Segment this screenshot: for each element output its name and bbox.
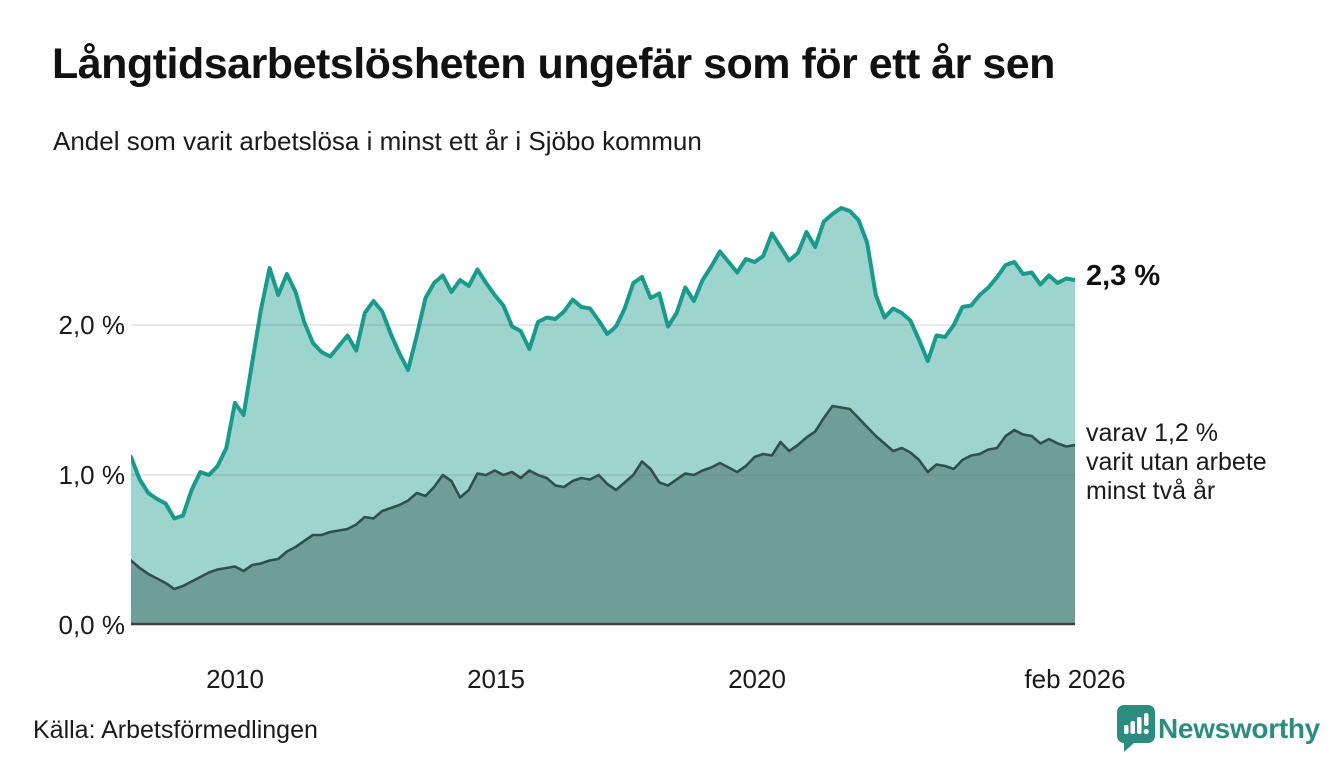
page-subtitle: Andel som varit arbetslösa i minst ett å… bbox=[53, 126, 702, 156]
y-axis-tick-0: 0,0 % bbox=[58, 610, 126, 640]
series-line-0 bbox=[131, 206, 1075, 521]
x-axis-tick-feb-2026: feb 2026 bbox=[1024, 664, 1126, 694]
annotation-line-2: varit utan arbete bbox=[1086, 448, 1267, 476]
newsworthy-logo-text: Newsworthy bbox=[1158, 713, 1320, 744]
x-axis-tick-2015: 2015 bbox=[467, 664, 525, 694]
y-axis-tick-1: 1,0 % bbox=[58, 460, 126, 490]
x-axis-tick-2020: 2020 bbox=[728, 664, 786, 694]
source-attribution: Källa: Arbetsförmedlingen bbox=[33, 716, 318, 744]
newsworthy-logo-icon bbox=[1117, 705, 1155, 752]
series-total-end-label: 2,3 % bbox=[1086, 260, 1161, 292]
annotation-line-1: varav 1,2 % bbox=[1086, 419, 1219, 447]
y-axis-tick-2: 2,0 % bbox=[58, 310, 126, 340]
series-area-1 bbox=[131, 406, 1075, 625]
page-title: Långtidsarbetslösheten ungefär som för e… bbox=[52, 40, 1055, 88]
area-chart-plot bbox=[131, 206, 1075, 626]
series-two-years-annotation: varav 1,2 % varit utan arbete minst två … bbox=[1086, 419, 1267, 506]
newsworthy-logo: Newsworthy bbox=[1117, 705, 1332, 760]
series-line-1 bbox=[131, 404, 1075, 591]
annotation-line-3: minst två år bbox=[1086, 477, 1216, 505]
x-axis-tick-2010: 2010 bbox=[206, 664, 264, 694]
